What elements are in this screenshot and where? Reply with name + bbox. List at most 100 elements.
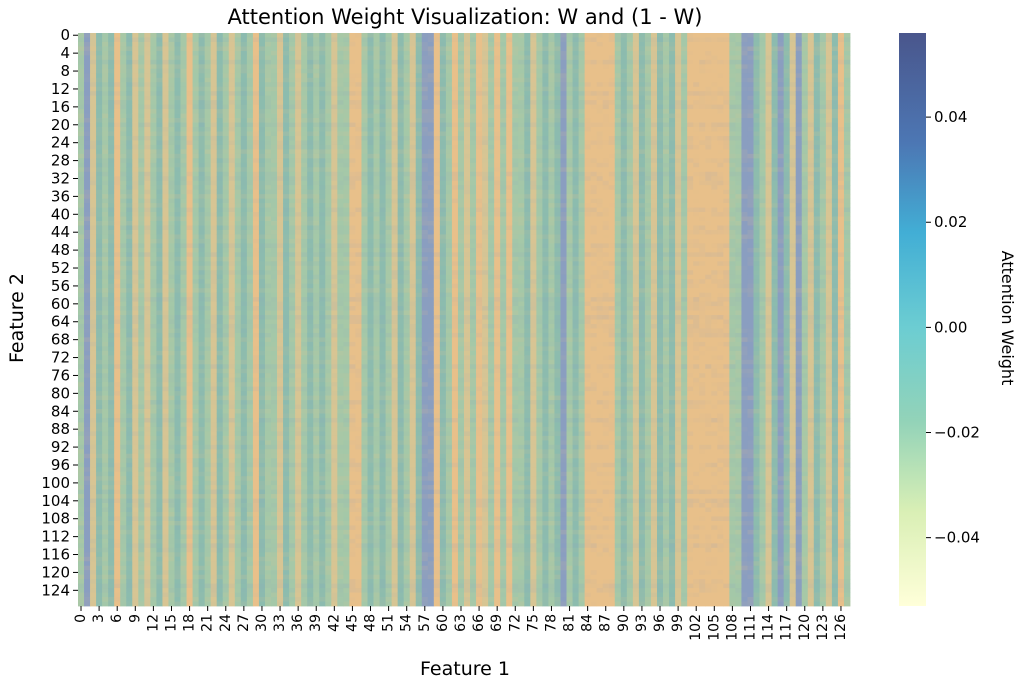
heatmap-cell: [198, 494, 206, 499]
heatmap-cell: [246, 471, 254, 477]
heatmap-cell: [204, 377, 212, 383]
heatmap-cell: [264, 471, 272, 477]
heatmap-cell: [228, 270, 236, 276]
heatmap-cell: [108, 252, 115, 258]
heatmap-cell: [252, 198, 260, 204]
heatmap-cell: [150, 449, 157, 455]
heatmap-cell: [228, 73, 236, 79]
heatmap-cell: [186, 238, 193, 244]
heatmap-cell: [246, 520, 254, 526]
heatmap-cell: [283, 382, 290, 388]
heatmap-cell: [174, 292, 181, 298]
heatmap-cell: [216, 221, 224, 226]
heatmap-cell: [186, 127, 193, 132]
heatmap-cell: [108, 364, 115, 370]
heatmap-cell: [120, 68, 127, 74]
heatmap-cell: [246, 234, 254, 240]
heatmap-cell: [138, 171, 145, 177]
heatmap-cell: [78, 565, 85, 571]
heatmap-cell: [204, 350, 212, 356]
heatmap-cell: [90, 332, 97, 338]
heatmap-cell: [210, 158, 218, 164]
heatmap-cell: [120, 476, 127, 482]
heatmap-cell: [84, 409, 91, 414]
heatmap-cell: [228, 221, 236, 226]
heatmap-cell: [198, 516, 206, 522]
heatmap-cell: [96, 118, 103, 123]
heatmap-cell: [301, 355, 308, 361]
heatmap-cell: [271, 368, 278, 374]
heatmap-cell: [295, 221, 302, 226]
heatmap-cell: [78, 328, 85, 334]
heatmap-cell: [192, 140, 200, 146]
heatmap-cell: [222, 556, 230, 562]
heatmap-cell: [180, 261, 187, 267]
heatmap-cell: [258, 176, 266, 182]
heatmap-cell: [168, 127, 175, 132]
heatmap-cell: [246, 583, 254, 589]
heatmap-cell: [198, 122, 206, 128]
heatmap-cell: [186, 485, 193, 491]
heatmap-cell: [156, 73, 163, 79]
heatmap-cell: [258, 467, 266, 473]
heatmap-cell: [252, 597, 260, 602]
heatmap-cell: [198, 440, 206, 446]
heatmap-cell: [240, 565, 248, 571]
heatmap-cell: [78, 109, 85, 114]
heatmap-cell: [198, 131, 206, 137]
heatmap-cell: [289, 185, 296, 191]
heatmap-cell: [216, 55, 224, 61]
heatmap-cell: [258, 216, 266, 222]
heatmap-cell: [168, 453, 175, 459]
heatmap-cell: [78, 467, 85, 473]
heatmap-cell: [120, 426, 127, 432]
heatmap-cell: [222, 355, 230, 361]
heatmap-cell: [126, 153, 133, 159]
heatmap-cell: [126, 382, 133, 388]
heatmap-cell: [132, 422, 139, 428]
heatmap-cell: [186, 574, 193, 580]
heatmap-cell: [228, 431, 236, 437]
heatmap-cell: [144, 86, 151, 92]
heatmap-cell: [102, 140, 109, 146]
heatmap-cell: [198, 180, 206, 186]
heatmap-cell: [186, 431, 193, 437]
heatmap-cell: [174, 252, 181, 258]
heatmap-cell: [126, 91, 133, 97]
heatmap-cell: [84, 86, 91, 92]
heatmap-cell: [198, 355, 206, 361]
heatmap-cell: [258, 547, 266, 553]
heatmap-cell: [252, 46, 260, 52]
heatmap-cell: [222, 265, 230, 271]
heatmap-cell: [138, 368, 145, 374]
heatmap-cell: [283, 33, 290, 38]
heatmap-cell: [114, 350, 121, 356]
heatmap-cell: [222, 77, 230, 83]
heatmap-cell: [240, 91, 248, 97]
heatmap-cell: [258, 59, 266, 65]
heatmap-cell: [228, 261, 236, 267]
heatmap-cell: [271, 520, 278, 526]
heatmap-cell: [144, 109, 151, 114]
heatmap-cell: [144, 118, 151, 123]
heatmap-cell: [90, 547, 97, 553]
heatmap-cell: [174, 153, 181, 159]
heatmap-cell: [258, 292, 266, 298]
heatmap-cell: [258, 118, 266, 123]
heatmap-cell: [216, 332, 224, 338]
heatmap-cell: [96, 498, 103, 504]
heatmap-cell: [192, 511, 200, 517]
heatmap-cell: [271, 86, 278, 92]
heatmap-cell: [301, 368, 308, 374]
heatmap-cell: [258, 261, 266, 267]
heatmap-cell: [222, 68, 230, 74]
heatmap-cell: [108, 440, 115, 446]
heatmap-cell: [84, 59, 91, 65]
heatmap-cell: [156, 229, 163, 235]
heatmap-cell: [271, 33, 278, 38]
heatmap-cell: [96, 409, 103, 414]
heatmap-cell: [114, 547, 121, 553]
heatmap-cell: [120, 520, 127, 526]
heatmap-cell: [307, 588, 314, 593]
heatmap-cell: [96, 529, 103, 535]
